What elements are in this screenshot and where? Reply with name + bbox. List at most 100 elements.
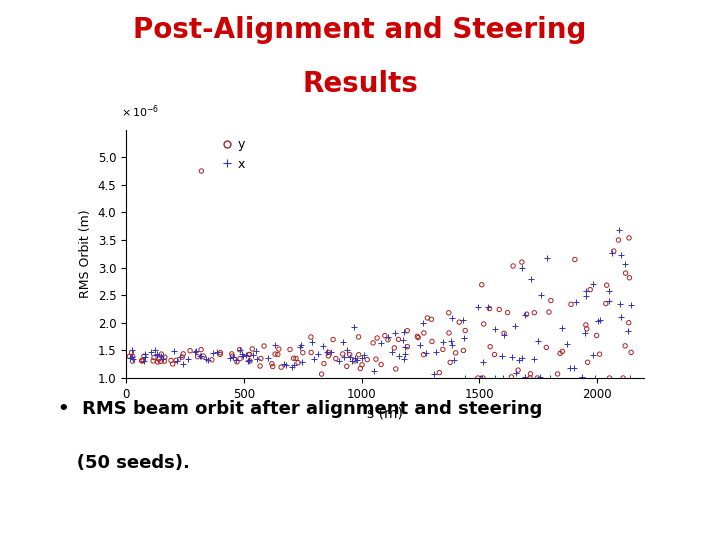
Point — [158, 355, 169, 363]
Point — [297, 357, 308, 366]
Point — [286, 363, 297, 372]
Point — [341, 346, 353, 354]
Point — [171, 357, 183, 366]
Point — [476, 280, 487, 289]
Point — [431, 347, 442, 356]
Point — [478, 320, 490, 328]
Point — [234, 346, 246, 354]
Point — [624, 234, 635, 242]
Point — [508, 262, 519, 271]
Point — [624, 273, 635, 282]
Point — [564, 363, 575, 372]
Point — [246, 345, 258, 353]
Point — [477, 374, 489, 382]
Point — [498, 329, 510, 338]
Point — [509, 321, 521, 330]
Point — [454, 318, 465, 327]
Point — [585, 285, 596, 294]
Point — [323, 352, 334, 360]
Point — [238, 351, 249, 360]
Point — [323, 348, 334, 356]
Point — [316, 370, 328, 379]
Point — [349, 356, 361, 365]
Point — [353, 333, 364, 341]
Point — [148, 356, 159, 365]
Point — [474, 374, 485, 382]
Point — [541, 254, 553, 262]
Point — [534, 373, 546, 381]
Point — [151, 350, 163, 359]
Point — [477, 374, 488, 382]
Point — [195, 352, 207, 361]
Point — [244, 350, 256, 359]
Point — [183, 355, 194, 363]
Point — [251, 355, 262, 363]
Point — [325, 347, 336, 356]
Point — [389, 343, 400, 352]
Point — [626, 301, 637, 309]
Point — [541, 343, 552, 352]
Point — [321, 348, 333, 356]
Point — [591, 331, 603, 340]
Point — [400, 350, 411, 359]
Point — [206, 355, 217, 364]
Point — [359, 350, 370, 359]
Point — [126, 348, 138, 357]
Point — [140, 353, 151, 361]
Point — [227, 352, 238, 361]
Point — [498, 374, 509, 382]
Point — [603, 286, 615, 295]
Point — [269, 350, 281, 359]
Point — [272, 350, 284, 359]
Point — [386, 347, 397, 356]
Point — [196, 167, 207, 176]
Point — [136, 356, 148, 365]
Point — [446, 336, 457, 345]
Point — [382, 335, 394, 344]
Point — [426, 337, 438, 346]
Point — [510, 368, 522, 377]
Point — [171, 356, 182, 364]
Text: $\times\,10^{-6}$: $\times\,10^{-6}$ — [121, 103, 159, 120]
Point — [399, 343, 410, 352]
Point — [295, 341, 307, 349]
Point — [243, 350, 255, 359]
Point — [412, 332, 423, 341]
Point — [457, 316, 469, 325]
Point — [615, 313, 626, 322]
Point — [490, 325, 501, 334]
Point — [413, 333, 424, 342]
Point — [372, 334, 383, 342]
Point — [375, 339, 387, 348]
Point — [379, 332, 390, 340]
Point — [513, 356, 524, 365]
Point — [215, 348, 226, 357]
Point — [623, 319, 634, 327]
Point — [167, 360, 179, 368]
Point — [398, 355, 410, 363]
Point — [230, 356, 242, 364]
Point — [397, 336, 408, 345]
Point — [266, 360, 278, 368]
Point — [382, 333, 394, 342]
Point — [279, 360, 290, 368]
Point — [437, 345, 449, 354]
Point — [594, 350, 606, 359]
Point — [351, 356, 362, 364]
Point — [307, 338, 318, 347]
Point — [601, 281, 613, 289]
Point — [136, 356, 148, 365]
Point — [361, 355, 373, 364]
Point — [243, 356, 255, 364]
Point — [155, 357, 166, 366]
Point — [174, 353, 185, 361]
Point — [269, 341, 280, 350]
Point — [472, 302, 484, 311]
Point — [356, 361, 368, 369]
Point — [290, 354, 302, 363]
Point — [422, 314, 433, 322]
Point — [606, 248, 618, 257]
Point — [516, 353, 528, 362]
Point — [519, 311, 531, 320]
Point — [535, 291, 546, 300]
